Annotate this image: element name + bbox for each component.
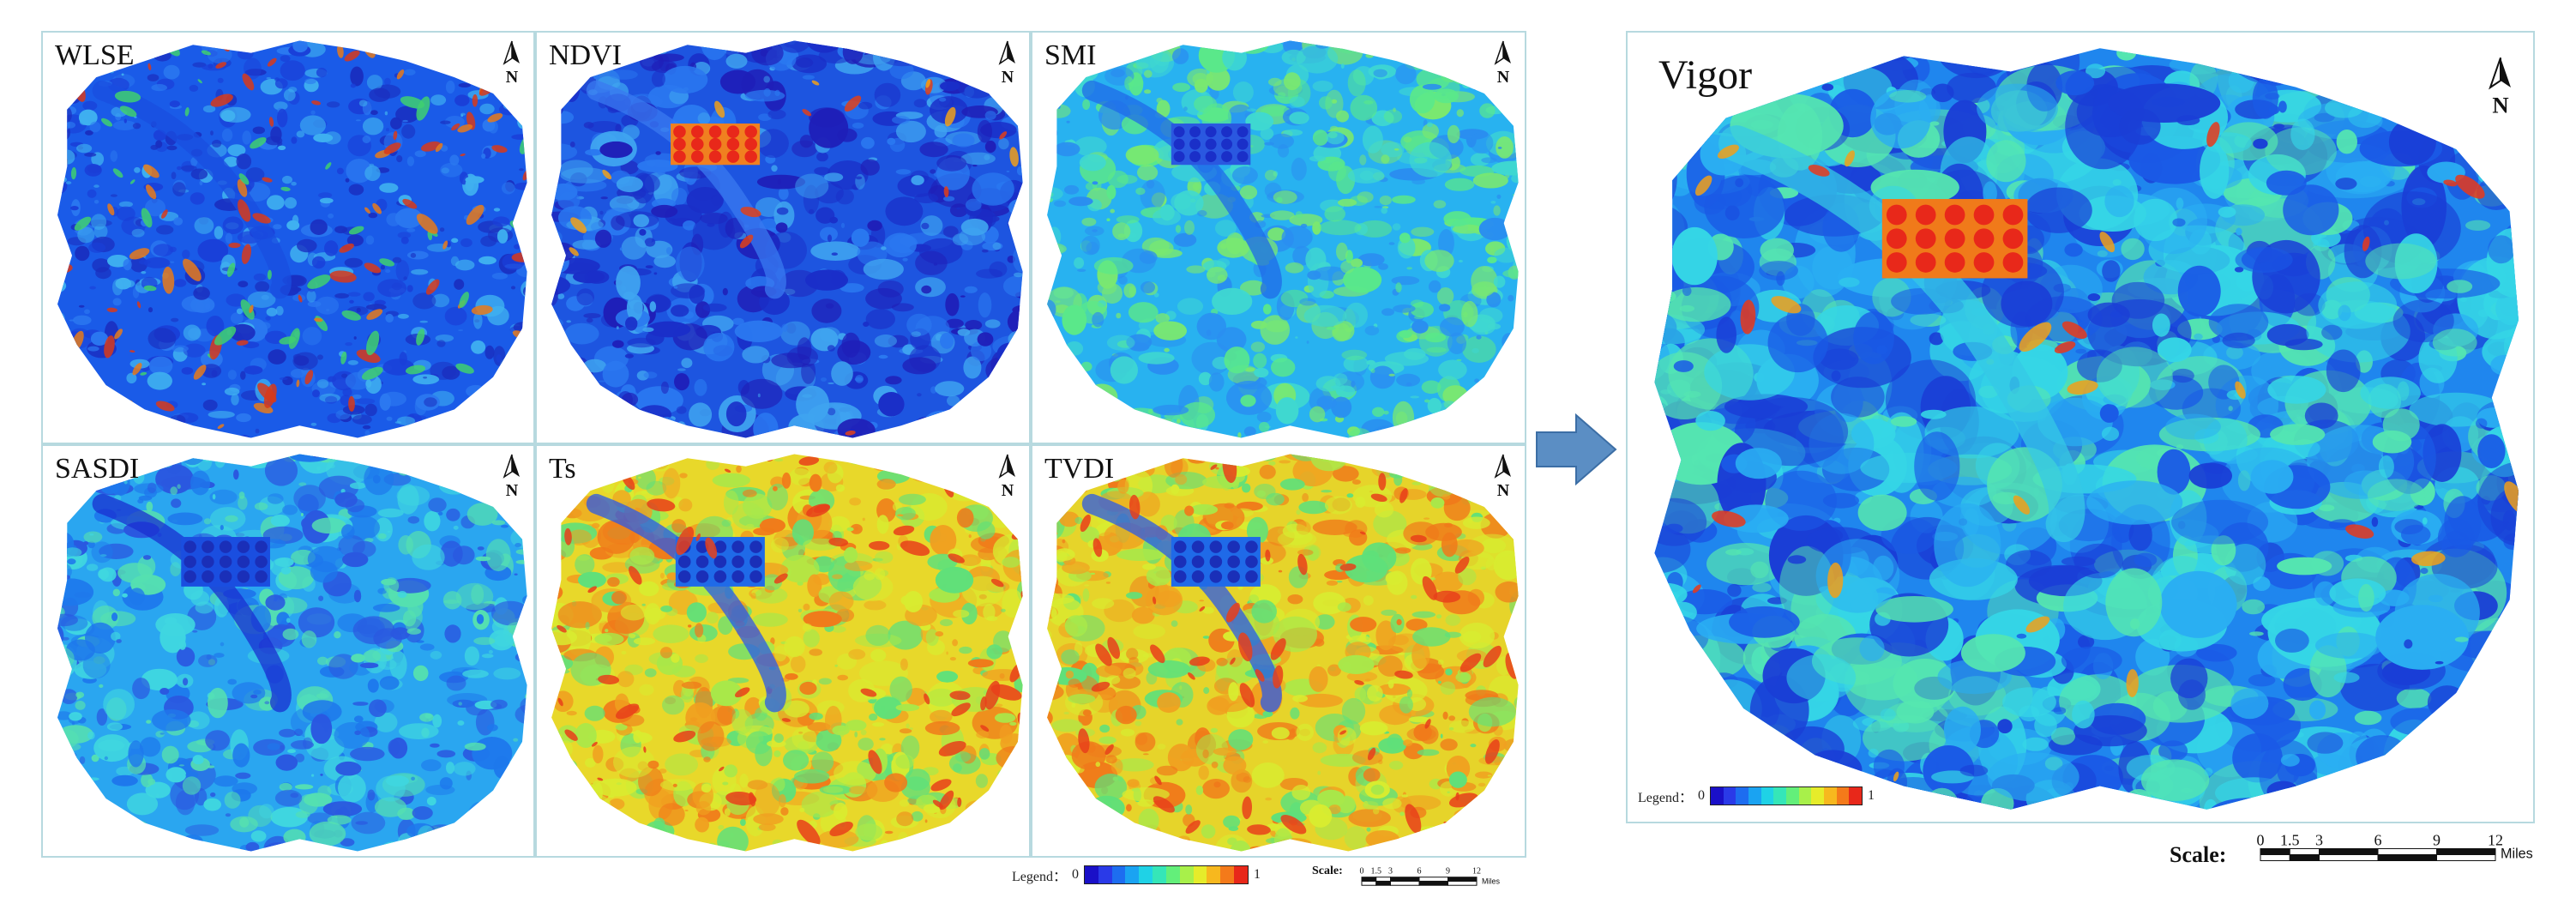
panel-title: Ts bbox=[549, 453, 576, 485]
ts-map bbox=[551, 454, 1023, 852]
panel-title: SASDI bbox=[55, 453, 140, 485]
map-panel-sasdi: SASDI N bbox=[41, 444, 535, 858]
wlse-map bbox=[57, 40, 527, 438]
legend-max: 1 bbox=[1867, 788, 1875, 803]
smi-map bbox=[1047, 40, 1519, 438]
svg-text:N: N bbox=[1497, 481, 1510, 500]
panel-title: SMI bbox=[1044, 39, 1097, 71]
arrow-right-icon bbox=[1536, 413, 1617, 485]
svg-text:N: N bbox=[1002, 68, 1014, 87]
legend-min: 0 bbox=[1071, 867, 1079, 882]
scale-title: Scale: bbox=[1312, 865, 1343, 877]
svg-text:1.5: 1.5 bbox=[1371, 867, 1382, 877]
north-arrow-icon: N bbox=[1494, 40, 1511, 87]
legend-color-ramp bbox=[1709, 786, 1863, 805]
north-arrow-icon: N bbox=[998, 454, 1015, 500]
map-panel-tvdi: TVDI N bbox=[1031, 444, 1526, 858]
vigor-legend: Legend： 0 1 bbox=[1638, 786, 1880, 806]
svg-text:3: 3 bbox=[1388, 867, 1393, 877]
svg-text:Miles: Miles bbox=[1482, 877, 1501, 885]
map-panel-smi: SMI N bbox=[1031, 31, 1526, 444]
small-scale-bar: Scale: 0 1.5 3 6 9 12 Miles bbox=[1312, 861, 1526, 892]
small-legend: Legend： 0 1 bbox=[1012, 865, 1266, 885]
legend-label: Legend： bbox=[1638, 791, 1693, 805]
legend-color-ramp bbox=[1083, 865, 1249, 884]
north-arrow-icon: N bbox=[2489, 57, 2511, 118]
vigor-map bbox=[1654, 48, 2519, 810]
svg-text:6: 6 bbox=[1417, 867, 1422, 877]
map-panel-ndvi: NDVI N bbox=[535, 31, 1031, 444]
svg-text:N: N bbox=[506, 481, 519, 500]
panel-title: Vigor bbox=[1658, 52, 1753, 98]
sasdi-map bbox=[57, 454, 527, 852]
map-panel-vigor: Vigor N Legend： 0 1 bbox=[1626, 31, 2535, 823]
svg-text:9: 9 bbox=[1446, 867, 1450, 877]
svg-text:N: N bbox=[1002, 481, 1014, 500]
north-arrow-icon: N bbox=[503, 454, 520, 500]
north-arrow-icon: N bbox=[503, 40, 520, 87]
panel-title: WLSE bbox=[55, 39, 135, 71]
tvdi-map bbox=[1047, 454, 1519, 852]
panel-title: NDVI bbox=[549, 39, 622, 71]
svg-text:0: 0 bbox=[1360, 867, 1364, 877]
panel-title: TVDI bbox=[1044, 453, 1115, 485]
svg-text:N: N bbox=[506, 68, 519, 87]
map-panel-ts: Ts N bbox=[535, 444, 1031, 858]
svg-text:12: 12 bbox=[1472, 867, 1481, 877]
vigor-scale-bar: Scale: 0 1.5 3 6 9 12 Miles bbox=[2170, 825, 2538, 877]
ndvi-map bbox=[551, 40, 1023, 438]
svg-text:N: N bbox=[1497, 68, 1510, 87]
legend-min: 0 bbox=[1697, 788, 1705, 803]
map-panel-wlse: WLSE N bbox=[41, 31, 535, 444]
scale-title: Scale: bbox=[2170, 842, 2227, 867]
north-arrow-icon: N bbox=[1494, 454, 1511, 500]
legend-label: Legend： bbox=[1012, 870, 1067, 884]
north-arrow-icon: N bbox=[998, 40, 1015, 87]
legend-max: 1 bbox=[1253, 867, 1261, 882]
